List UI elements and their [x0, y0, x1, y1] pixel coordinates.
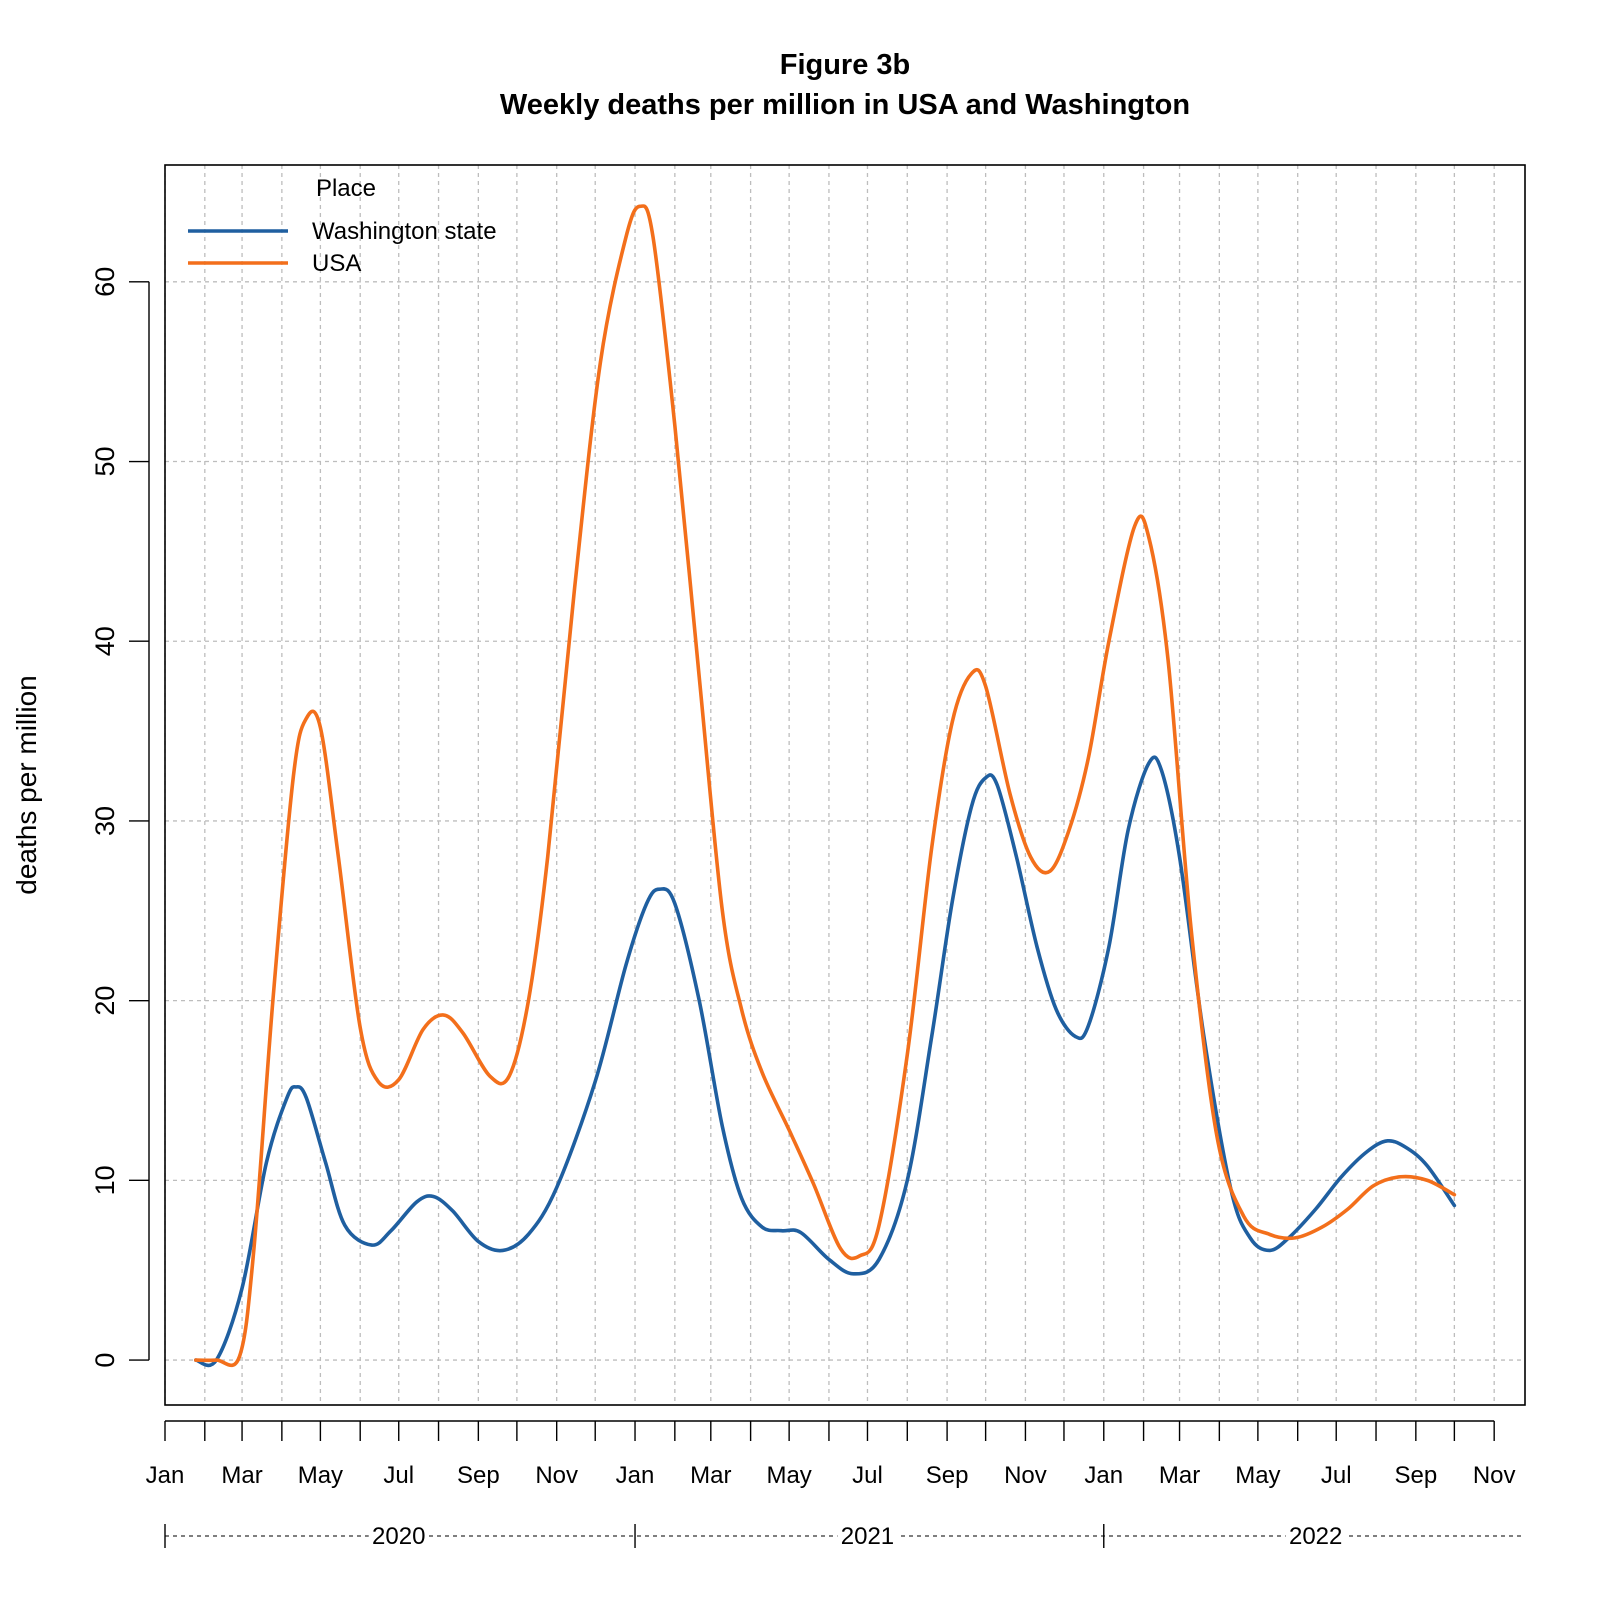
legend-label-washington-state: Washington state [312, 218, 497, 245]
x-tick-label: Nov [535, 1462, 578, 1489]
series-line-usa [194, 204, 1457, 1368]
x-tick-label: Jan [146, 1462, 185, 1489]
x-tick-label: Mar [221, 1462, 262, 1489]
x-tick-label: Sep [457, 1462, 500, 1489]
plot-frame [164, 164, 1526, 1406]
x-tick-label: Mar [690, 1462, 731, 1489]
x-tick-label: Mar [1159, 1462, 1200, 1489]
y-axis: 0 10 20 30 40 50 60 [90, 267, 150, 1368]
year-label: 2020 [372, 1523, 425, 1550]
year-label-background [837, 1522, 898, 1550]
legend: Place Washington state USA [188, 175, 497, 277]
x-axis: Jan Mar May Jul Sep Nov Jan Mar May Jul Sep Nov Jan M… [146, 1420, 1525, 1550]
series-line-washington-state [194, 755, 1457, 1368]
y-tick-label: 20 [90, 986, 120, 1016]
y-tick-label: 50 [90, 446, 120, 476]
x-tick-label: Sep [926, 1462, 969, 1489]
x-tick-label: May [298, 1462, 343, 1489]
y-tick-label: 40 [90, 626, 120, 656]
legend-title: Place [316, 175, 376, 202]
x-tick-label: Jul [852, 1462, 883, 1489]
chart-subtitle: Weekly deaths per million in USA and Was… [500, 89, 1190, 121]
year-label: 2021 [841, 1523, 894, 1550]
y-axis-label: deaths per million [11, 675, 42, 894]
chart-title: Figure 3b [780, 49, 911, 81]
x-tick-label: May [1235, 1462, 1280, 1489]
x-tick-label: Jan [616, 1462, 655, 1489]
x-tick-label: May [766, 1462, 811, 1489]
x-tick-label: Jan [1084, 1462, 1123, 1489]
y-tick-label: 10 [90, 1165, 120, 1195]
x-tick-label: Jul [383, 1462, 414, 1489]
legend-label-usa: USA [312, 250, 361, 277]
year-label-background [1285, 1522, 1346, 1550]
x-tick-label: Nov [1004, 1462, 1047, 1489]
x-tick-label: Nov [1473, 1462, 1516, 1489]
series-group [194, 204, 1457, 1368]
year-label-background [368, 1522, 429, 1550]
year-label: 2022 [1289, 1523, 1342, 1550]
x-tick-label: Sep [1394, 1462, 1437, 1489]
y-tick-label: 60 [90, 267, 120, 297]
y-tick-label: 30 [90, 806, 120, 836]
x-tick-label: Jul [1321, 1462, 1352, 1489]
y-tick-label: 0 [90, 1353, 120, 1368]
